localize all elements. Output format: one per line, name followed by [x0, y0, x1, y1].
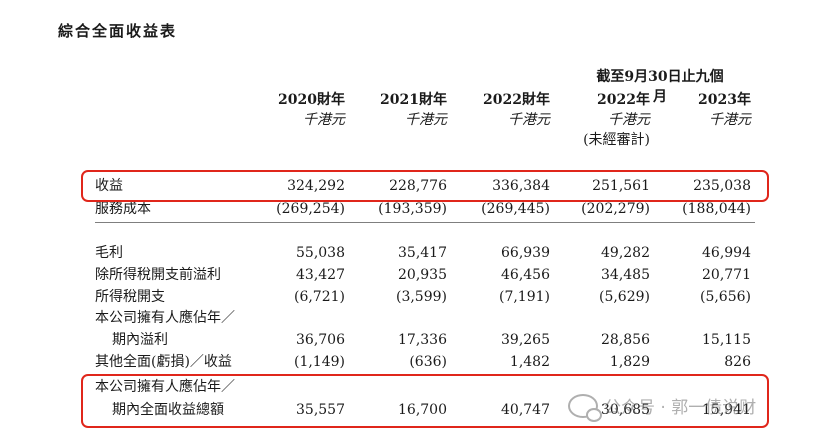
table-cell: 34,485	[601, 267, 650, 283]
table-cell: 36,706	[296, 332, 345, 348]
table-cell: 46,456	[501, 267, 550, 283]
section-divider	[95, 222, 755, 223]
column-header-2022: 2022財年 千港元	[460, 90, 550, 130]
table-cell: 17,336	[398, 332, 447, 348]
highlight-box-total-comprehensive-income	[81, 374, 769, 428]
table-cell: 336,384	[492, 178, 550, 194]
table-cell: 46,994	[702, 245, 751, 261]
table-row-cost-of-services: 服務成本 (269,254) (193,359) (269,445) (202,…	[0, 198, 828, 220]
row-label: 其他全面(虧損)／收益	[95, 354, 232, 370]
table-cell: (5,656)	[699, 289, 751, 305]
table-cell: 20,935	[398, 267, 447, 283]
table-cell: (269,445)	[481, 201, 550, 217]
page-title: 綜合全面收益表	[58, 22, 178, 40]
column-unit: 千港元	[405, 112, 447, 128]
table-cell: 20,771	[702, 267, 751, 283]
table-cell: (1,149)	[293, 354, 345, 370]
row-label: 期內全面收益總額	[112, 402, 224, 418]
table-cell: 35,417	[398, 245, 447, 261]
table-cell: 28,856	[601, 332, 650, 348]
column-unit: 千港元	[508, 112, 550, 128]
table-cell: (188,044)	[682, 201, 751, 217]
table-row-attributable-heading: 本公司擁有人應佔年／	[0, 307, 828, 329]
table-cell: 55,038	[296, 245, 345, 261]
table-cell: 15,941	[702, 402, 751, 418]
table-cell: (5,629)	[598, 289, 650, 305]
table-cell: 30,685	[601, 402, 650, 418]
column-unit: 千港元	[709, 112, 751, 128]
highlight-box-revenue	[81, 170, 769, 202]
table-cell: 35,557	[296, 402, 345, 418]
table-cell: 324,292	[287, 178, 345, 194]
table-cell: 1,829	[609, 354, 650, 370]
row-label: 所得稅開支	[95, 289, 165, 305]
table-cell: (202,279)	[581, 201, 650, 217]
column-note: (未經審計)	[583, 132, 650, 148]
table-row-other-comprehensive: 其他全面(虧損)／收益 (1,149) (636) 1,482 1,829 82…	[0, 351, 828, 373]
table-row-income-tax: 所得稅開支 (6,721) (3,599) (7,191) (5,629) (5…	[0, 286, 828, 308]
table-cell: 66,939	[501, 245, 550, 261]
row-label: 本公司擁有人應佔年／	[95, 310, 235, 326]
column-header-2023-9m: 2023年 千港元	[661, 90, 751, 130]
table-cell: 49,282	[601, 245, 650, 261]
table-cell: 235,038	[693, 178, 751, 194]
table-row-total-comprehensive-income: 期內全面收益總額 35,557 16,700 40,747 30,685 15,…	[0, 399, 828, 421]
row-label: 毛利	[95, 245, 123, 261]
table-cell: (6,721)	[293, 289, 345, 305]
column-year: 2021財年	[380, 92, 447, 108]
table-cell: 15,115	[702, 332, 751, 348]
watermark: 公众号 · 郭一债说财	[568, 393, 757, 422]
column-year: 2020財年	[278, 92, 345, 108]
table-cell: 16,700	[398, 402, 447, 418]
table-cell: 228,776	[389, 178, 447, 194]
table-cell: 1,482	[509, 354, 550, 370]
row-label: 除所得稅開支前溢利	[95, 267, 221, 283]
table-cell: 826	[724, 354, 751, 370]
column-year: 2023年	[698, 92, 751, 108]
period-header: 截至9月30日止九個月	[596, 69, 724, 105]
table-cell: 40,747	[501, 402, 550, 418]
table-row-revenue: 收益 324,292 228,776 336,384 251,561 235,0…	[0, 175, 828, 197]
row-label: 期內溢利	[112, 332, 168, 348]
row-label: 服務成本	[95, 201, 151, 217]
column-year: 2022年	[597, 92, 650, 108]
row-label: 本公司擁有人應佔年／	[95, 379, 235, 395]
table-cell: 43,427	[296, 267, 345, 283]
table-cell: (3,599)	[395, 289, 447, 305]
table-row-profit-before-tax: 除所得稅開支前溢利 43,427 20,935 46,456 34,485 20…	[0, 264, 828, 286]
table-cell: (193,359)	[378, 201, 447, 217]
row-label: 收益	[95, 178, 123, 194]
table-cell: (636)	[409, 354, 447, 370]
column-unit: 千港元	[608, 112, 650, 128]
column-header-2021: 2021財年 千港元	[357, 90, 447, 130]
table-cell: (269,254)	[276, 201, 345, 217]
watermark-text: 公众号 · 郭一债说财	[604, 398, 757, 418]
wechat-icon	[568, 393, 602, 422]
column-unit: 千港元	[303, 112, 345, 128]
table-row-profit-for-period: 期內溢利 36,706 17,336 39,265 28,856 15,115	[0, 329, 828, 351]
table-cell: 39,265	[501, 332, 550, 348]
table-row-attributable-heading: 本公司擁有人應佔年／	[0, 376, 828, 398]
column-header-2020: 2020財年 千港元	[255, 90, 345, 130]
table-cell: (7,191)	[498, 289, 550, 305]
table-row-gross-profit: 毛利 55,038 35,417 66,939 49,282 46,994	[0, 242, 828, 264]
column-header-2022-9m: 2022年 千港元 (未經審計)	[560, 90, 650, 150]
table-cell: 251,561	[592, 178, 650, 194]
column-year: 2022財年	[483, 92, 550, 108]
